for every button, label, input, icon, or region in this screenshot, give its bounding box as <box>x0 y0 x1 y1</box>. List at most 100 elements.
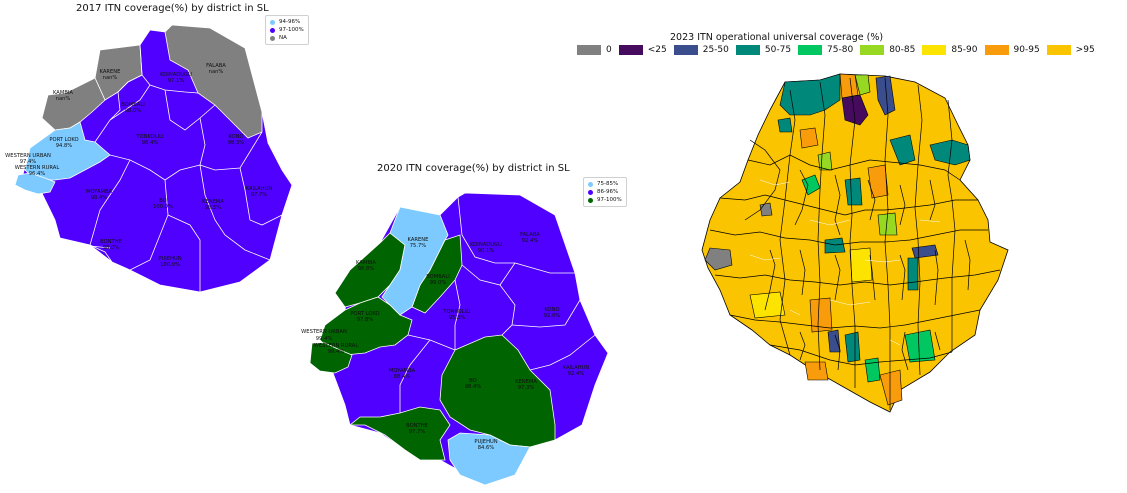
legend-label: 85-90 <box>951 45 978 55</box>
chiefdom-region <box>844 331 861 363</box>
legend-label: 94-96% <box>279 19 301 25</box>
label-kambia: KAMBIA <box>53 90 73 96</box>
label-bombali-value: 99.0% <box>430 280 447 286</box>
label-koinadugu-value: 97.1% <box>168 78 185 84</box>
label-bonthe-value: 97.7% <box>409 429 426 435</box>
legend-item: <25 <box>618 45 667 55</box>
label-kono: KONO <box>544 307 559 313</box>
map-2017-title: 2017 ITN coverage(%) by district in SL <box>76 3 269 14</box>
chiefdom-region <box>777 117 793 133</box>
district-kambia <box>41 77 106 131</box>
chiefdom-region <box>854 74 871 96</box>
chiefdom-region <box>824 237 846 254</box>
map-2023-title: 2023 ITN operational universal coverage … <box>670 32 884 43</box>
label-falaba-value: 92.4% <box>522 238 539 244</box>
chiefdom-region <box>849 247 873 283</box>
label-pujehun: PUJEHUN <box>474 439 497 445</box>
legend-label: 97-100% <box>597 197 622 203</box>
legend-label: 86-96% <box>597 189 619 195</box>
label-port-loko: PORT LOKO <box>49 137 78 143</box>
label-kambia: KAMBIA <box>356 260 376 266</box>
legend-item: 86-96% <box>588 188 622 196</box>
legend-label: 50-75 <box>764 45 792 55</box>
label-western-urban: WESTERN URBAN <box>301 329 347 335</box>
legend-swatch <box>588 197 593 203</box>
label-kono-value: 92.0% <box>544 313 561 319</box>
label-karene: KARENE <box>408 237 429 243</box>
label-kailahun-value: 92.4% <box>568 371 585 377</box>
chiefdom-region <box>809 297 833 333</box>
chiefdom-region <box>827 329 841 353</box>
label-bonthe: BONTHE <box>100 239 122 245</box>
legend-swatch <box>860 45 885 55</box>
district-labels: KARENE 75.7% FALABA 92.4% KOINADUGU 90.1… <box>301 232 589 451</box>
map-2020: KARENE 75.7% FALABA 92.4% KOINADUGU 90.1… <box>301 192 609 486</box>
legend-item: 75-80 <box>798 45 853 55</box>
legend-item: NA <box>270 34 304 42</box>
label-port-loko-value: 97.8% <box>357 317 374 323</box>
chiefdom-region <box>844 177 863 206</box>
legend-swatch <box>588 189 593 195</box>
label-kambia-value: 98.8% <box>358 266 375 272</box>
legend-item: >95 <box>1046 45 1095 55</box>
label-moyamba-value: 98.4% <box>91 195 108 201</box>
legend-label: 75-85% <box>597 181 619 187</box>
legend-label: 80-85 <box>889 45 916 55</box>
district-pujehun <box>447 432 531 486</box>
label-tonkolili: TONKOLILI <box>442 309 471 315</box>
label-pujehun: PUJEHUN <box>158 256 181 262</box>
label-bombali: BOMBALI <box>121 102 145 108</box>
legend-swatch <box>735 45 760 55</box>
legend-label: >95 <box>1075 45 1095 55</box>
legend-item: 50-75 <box>735 45 792 55</box>
label-kono-value: 98.3% <box>228 140 245 146</box>
district-karene <box>381 206 449 316</box>
legend-item: 97-100% <box>270 26 304 34</box>
label-bo: BO <box>159 198 167 204</box>
label-western-rural: WESTERN RURAL <box>15 165 60 171</box>
label-tonkolili-value: 98.4% <box>142 140 159 146</box>
label-port-loko: PORT LOKO <box>350 311 379 317</box>
chiefdom-region <box>799 127 819 149</box>
label-moyamba: MOYAMBA <box>389 368 416 374</box>
label-kenema: KENEMA <box>515 379 537 385</box>
legend-item: 97-100% <box>588 196 622 204</box>
chiefdom-region <box>889 134 916 166</box>
map-2020-legend: 75-85% 86-96% 97-100% <box>583 177 627 207</box>
label-kono: KONO <box>228 134 243 140</box>
chiefdom-region <box>877 212 898 236</box>
legend-item: 90-95 <box>984 45 1040 55</box>
district-boundaries <box>54 44 283 292</box>
legend-swatch <box>270 35 275 41</box>
legend-swatch <box>577 45 601 55</box>
chiefdom-region <box>759 202 773 217</box>
legend-swatch <box>1046 45 1071 55</box>
label-western-urban: WESTERN URBAN <box>5 153 51 159</box>
legend-swatch <box>798 45 823 55</box>
label-karene: KARENE <box>100 69 121 75</box>
label-kenema-value: 98.5% <box>205 205 222 211</box>
legend-label: 90-95 <box>1013 45 1040 55</box>
label-koinadugu: KOINADUGU <box>470 242 502 248</box>
chiefdom-region <box>864 357 881 383</box>
label-koinadugu-value: 90.1% <box>478 248 495 254</box>
label-tonkolili: TONKOLILI <box>135 134 164 140</box>
chiefdom-region <box>804 361 829 381</box>
legend-label: 75-80 <box>827 45 854 55</box>
legend-swatch <box>270 19 275 25</box>
legend-label: 25-50 <box>702 45 729 55</box>
label-kenema-value: 97.3% <box>518 385 535 391</box>
label-falaba-value: nan% <box>209 69 224 75</box>
legend-swatch <box>588 181 593 187</box>
legend-swatch <box>270 27 275 33</box>
label-bo-value: 100.0% <box>153 204 173 210</box>
label-kailahun: KAILAHUN <box>246 186 273 192</box>
chiefdom-region <box>841 94 869 126</box>
label-bo: BO <box>469 378 477 384</box>
legend-item: 80-85 <box>860 45 915 55</box>
district-bo <box>439 334 556 448</box>
label-western-rural: WESTERN RURAL <box>314 343 359 349</box>
chiefdom-region <box>749 291 786 319</box>
chiefdom-region <box>875 75 896 116</box>
label-kambia-value: nan% <box>56 96 71 102</box>
